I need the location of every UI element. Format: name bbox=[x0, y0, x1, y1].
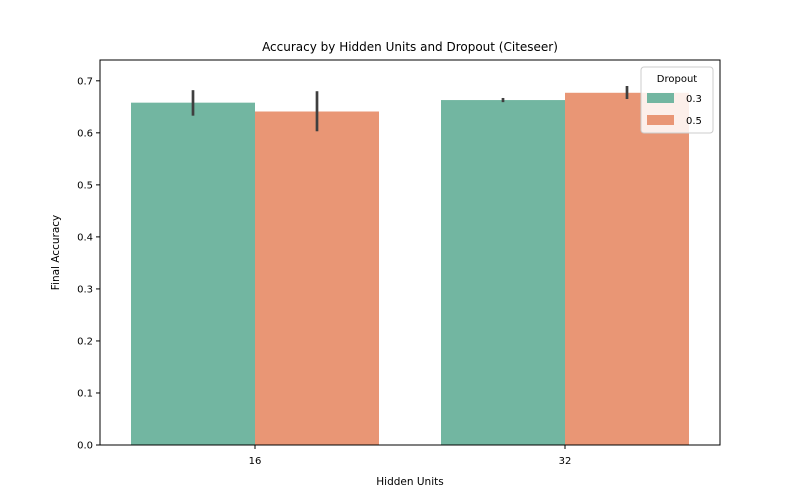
x-tick-label: 16 bbox=[249, 456, 262, 467]
legend-label: 0.5 bbox=[686, 116, 702, 127]
plot-frame bbox=[99, 59, 721, 446]
y-tick-label: 0.3 bbox=[77, 284, 93, 295]
x-axis: 16 32 bbox=[249, 445, 572, 467]
y-tick-label: 0.4 bbox=[77, 232, 93, 243]
y-axis-label: Final Accuracy bbox=[50, 215, 62, 290]
y-tick-label: 0.7 bbox=[77, 76, 93, 87]
bar bbox=[255, 111, 379, 445]
y-axis: 0.0 0.1 0.2 0.3 0.4 0.5 0.6 0.7 bbox=[77, 76, 100, 452]
chart-title: Accuracy by Hidden Units and Dropout (Ci… bbox=[262, 40, 558, 54]
bars-group bbox=[131, 92, 689, 445]
y-tick-label: 0.5 bbox=[77, 180, 93, 191]
bar bbox=[441, 100, 565, 445]
legend: Dropout 0.3 0.5 bbox=[640, 66, 714, 134]
y-tick-label: 0.1 bbox=[77, 388, 93, 399]
legend-swatch bbox=[647, 115, 674, 125]
bar bbox=[131, 102, 255, 445]
x-tick-label: 32 bbox=[559, 456, 572, 467]
legend-title: Dropout bbox=[657, 74, 698, 85]
y-tick-label: 0.2 bbox=[77, 336, 93, 347]
legend-swatch bbox=[647, 93, 674, 103]
legend-label: 0.3 bbox=[686, 94, 702, 105]
bar bbox=[565, 92, 689, 445]
y-tick-label: 0.6 bbox=[77, 128, 93, 139]
y-tick-label: 0.0 bbox=[77, 441, 93, 452]
x-axis-label: Hidden Units bbox=[376, 476, 443, 488]
legend-items: 0.3 0.5 bbox=[647, 93, 702, 127]
error-bars-group bbox=[191, 86, 629, 132]
